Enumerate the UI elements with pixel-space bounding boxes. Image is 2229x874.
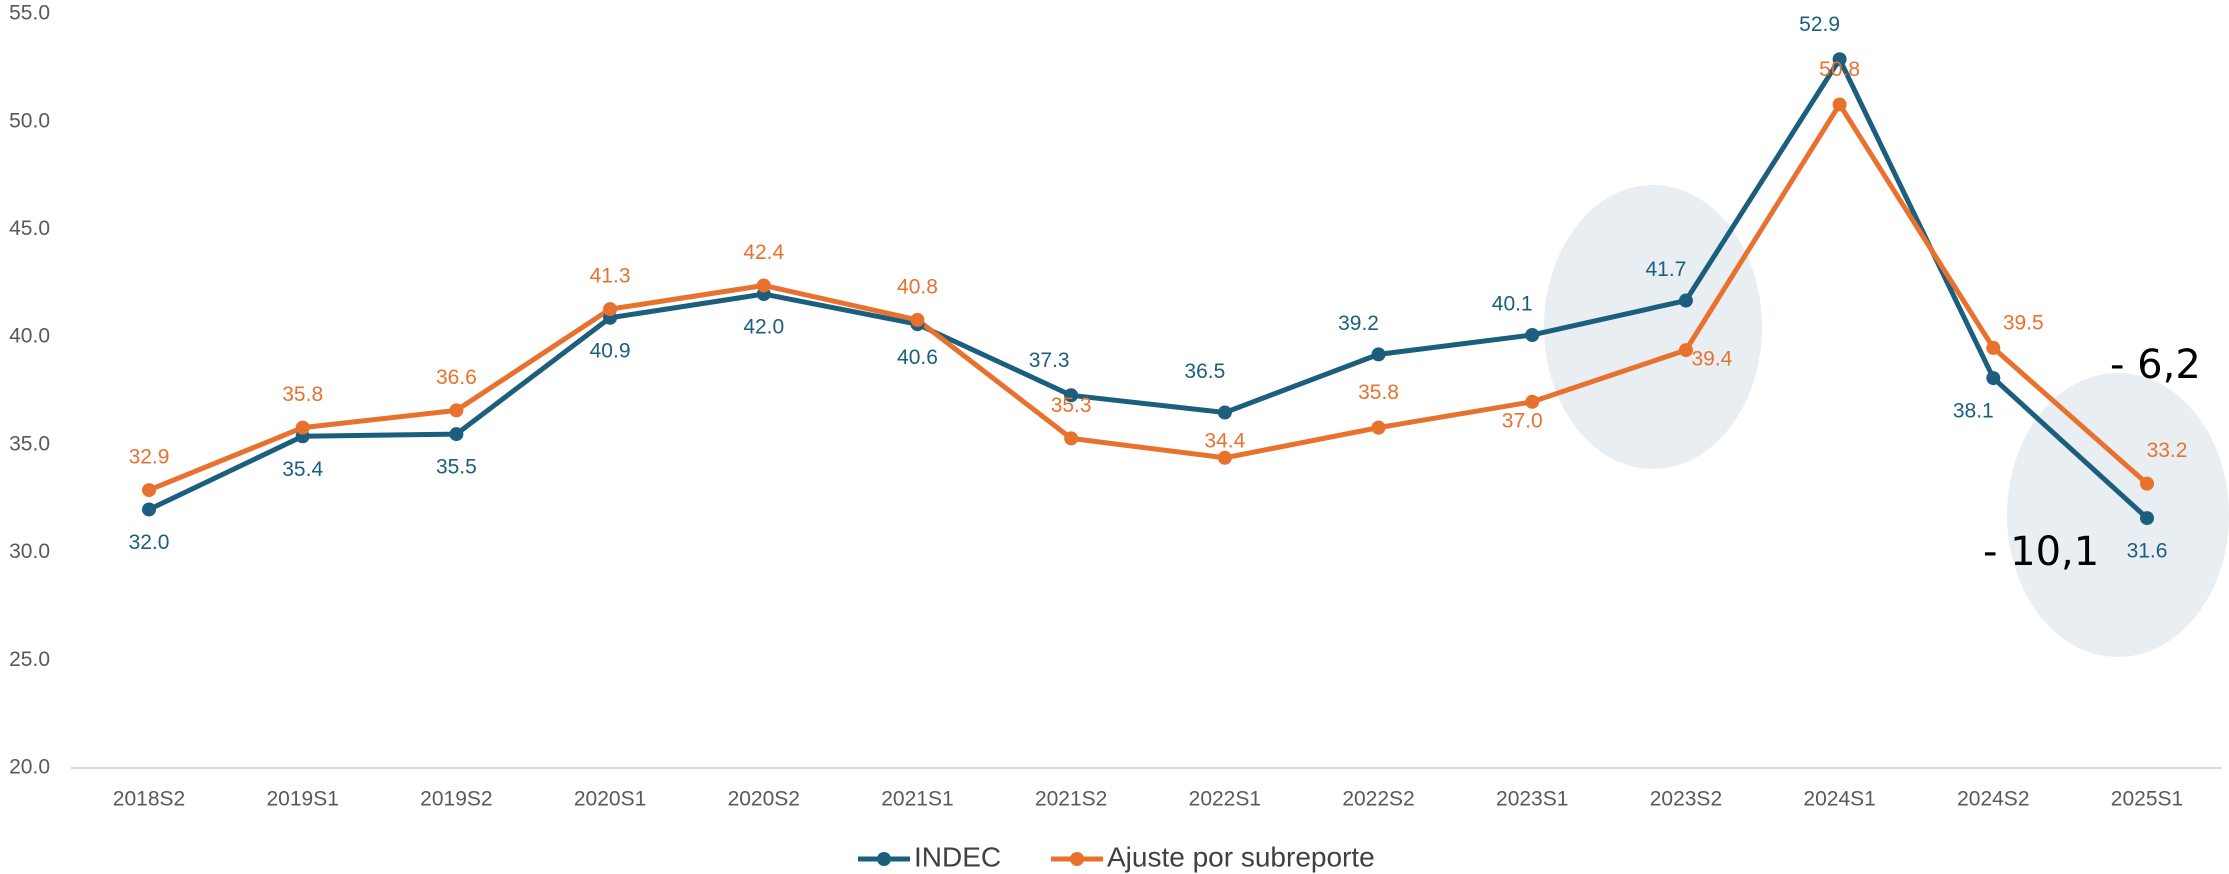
x-tick-label: 2024S1: [1803, 788, 1875, 811]
data-label: 35.5: [436, 456, 477, 479]
data-point: [1064, 431, 1079, 446]
data-label: 50.8: [1819, 58, 1860, 81]
data-label: 35.8: [282, 383, 323, 406]
data-label: 38.1: [1953, 400, 1994, 423]
data-point: [1064, 388, 1079, 403]
x-tick-label: 2020S2: [728, 788, 800, 811]
data-label: 35.4: [282, 458, 323, 481]
y-tick-label: 55.0: [9, 2, 50, 25]
x-tick-label: 2019S2: [420, 788, 492, 811]
data-point: [2140, 476, 2154, 491]
annotation: - 10,1: [1983, 529, 2099, 575]
data-point: [1986, 371, 2001, 386]
data-point: [449, 403, 464, 418]
series-line: [148, 101, 2149, 493]
data-label: 35.3: [1051, 394, 1092, 417]
x-tick-label: 2023S1: [1496, 788, 1568, 811]
x-tick-label: 2022S1: [1189, 788, 1261, 811]
data-point: [1832, 97, 1847, 112]
data-point: [1678, 293, 1693, 308]
data-point: [1525, 394, 1540, 409]
x-tick-label: 2021S2: [1035, 788, 1107, 811]
x-tick-label: 2020S1: [574, 788, 646, 811]
data-point: [449, 427, 464, 442]
y-tick-label: 25.0: [9, 648, 50, 671]
y-tick-label: 30.0: [9, 540, 50, 563]
data-point: [910, 312, 925, 327]
data-label: 40.8: [897, 275, 938, 298]
y-tick-label: 35.0: [9, 432, 50, 455]
data-point: [1217, 450, 1232, 465]
x-tick-label: 2023S2: [1650, 788, 1722, 811]
legend-label: Ajuste por subreporte: [1107, 841, 1375, 872]
data-label: 52.9: [1799, 13, 1840, 36]
data-point: [295, 420, 310, 435]
x-tick-label: 2025S1: [2111, 788, 2183, 811]
series-line: [147, 56, 2149, 520]
data-label: 40.9: [590, 339, 631, 362]
data-point: [1986, 340, 2001, 355]
data-point: [1217, 405, 1232, 420]
x-tick-label: 2018S2: [113, 788, 185, 811]
y-tick-label: 50.0: [9, 109, 50, 132]
data-label: 42.4: [743, 241, 784, 264]
data-label: 35.8: [1358, 381, 1399, 404]
data-label: 33.2: [2147, 439, 2188, 462]
y-tick-label: 45.0: [9, 217, 50, 240]
x-tick-label: 2019S1: [266, 788, 338, 811]
data-point: [1371, 347, 1386, 362]
data-label: 37.3: [1029, 349, 1070, 372]
data-point: [142, 502, 156, 517]
data-label: 40.1: [1492, 293, 1533, 316]
data-point: [1371, 420, 1386, 435]
data-point: [142, 483, 156, 498]
legend-label: INDEC: [914, 841, 1001, 872]
data-label: 32.0: [129, 531, 170, 554]
data-label: 36.6: [436, 366, 477, 389]
data-point: [603, 302, 618, 317]
data-label: 40.6: [897, 346, 938, 369]
data-label: 36.5: [1184, 360, 1225, 383]
x-tick-label: 2024S2: [1957, 788, 2029, 811]
data-point: [1832, 52, 1847, 67]
annotation: - 6,2: [2110, 342, 2201, 388]
data-point: [756, 278, 771, 293]
data-label: 41.3: [590, 265, 631, 288]
x-tick-label: 2021S1: [881, 788, 953, 811]
data-point: [2140, 511, 2154, 526]
data-label: 39.2: [1338, 312, 1379, 335]
legend-marker: [877, 852, 891, 866]
data-point: [1525, 327, 1540, 342]
data-point: [1678, 343, 1693, 358]
x-tick-label: 2022S2: [1342, 788, 1414, 811]
highlight: [2007, 373, 2229, 657]
data-label: 32.9: [129, 446, 170, 469]
highlight: [1544, 185, 1762, 469]
legend-marker: [1070, 852, 1084, 866]
data-label: 37.0: [1502, 409, 1543, 432]
data-label: 39.5: [2003, 311, 2044, 334]
y-tick-label: 20.0: [9, 756, 50, 779]
y-tick-label: 40.0: [9, 325, 50, 348]
data-label: 34.4: [1204, 429, 1245, 452]
data-label: 39.4: [1691, 348, 1732, 371]
data-label: 41.7: [1645, 258, 1686, 281]
data-label: 42.0: [743, 316, 784, 339]
data-label: 31.6: [2127, 540, 2168, 563]
